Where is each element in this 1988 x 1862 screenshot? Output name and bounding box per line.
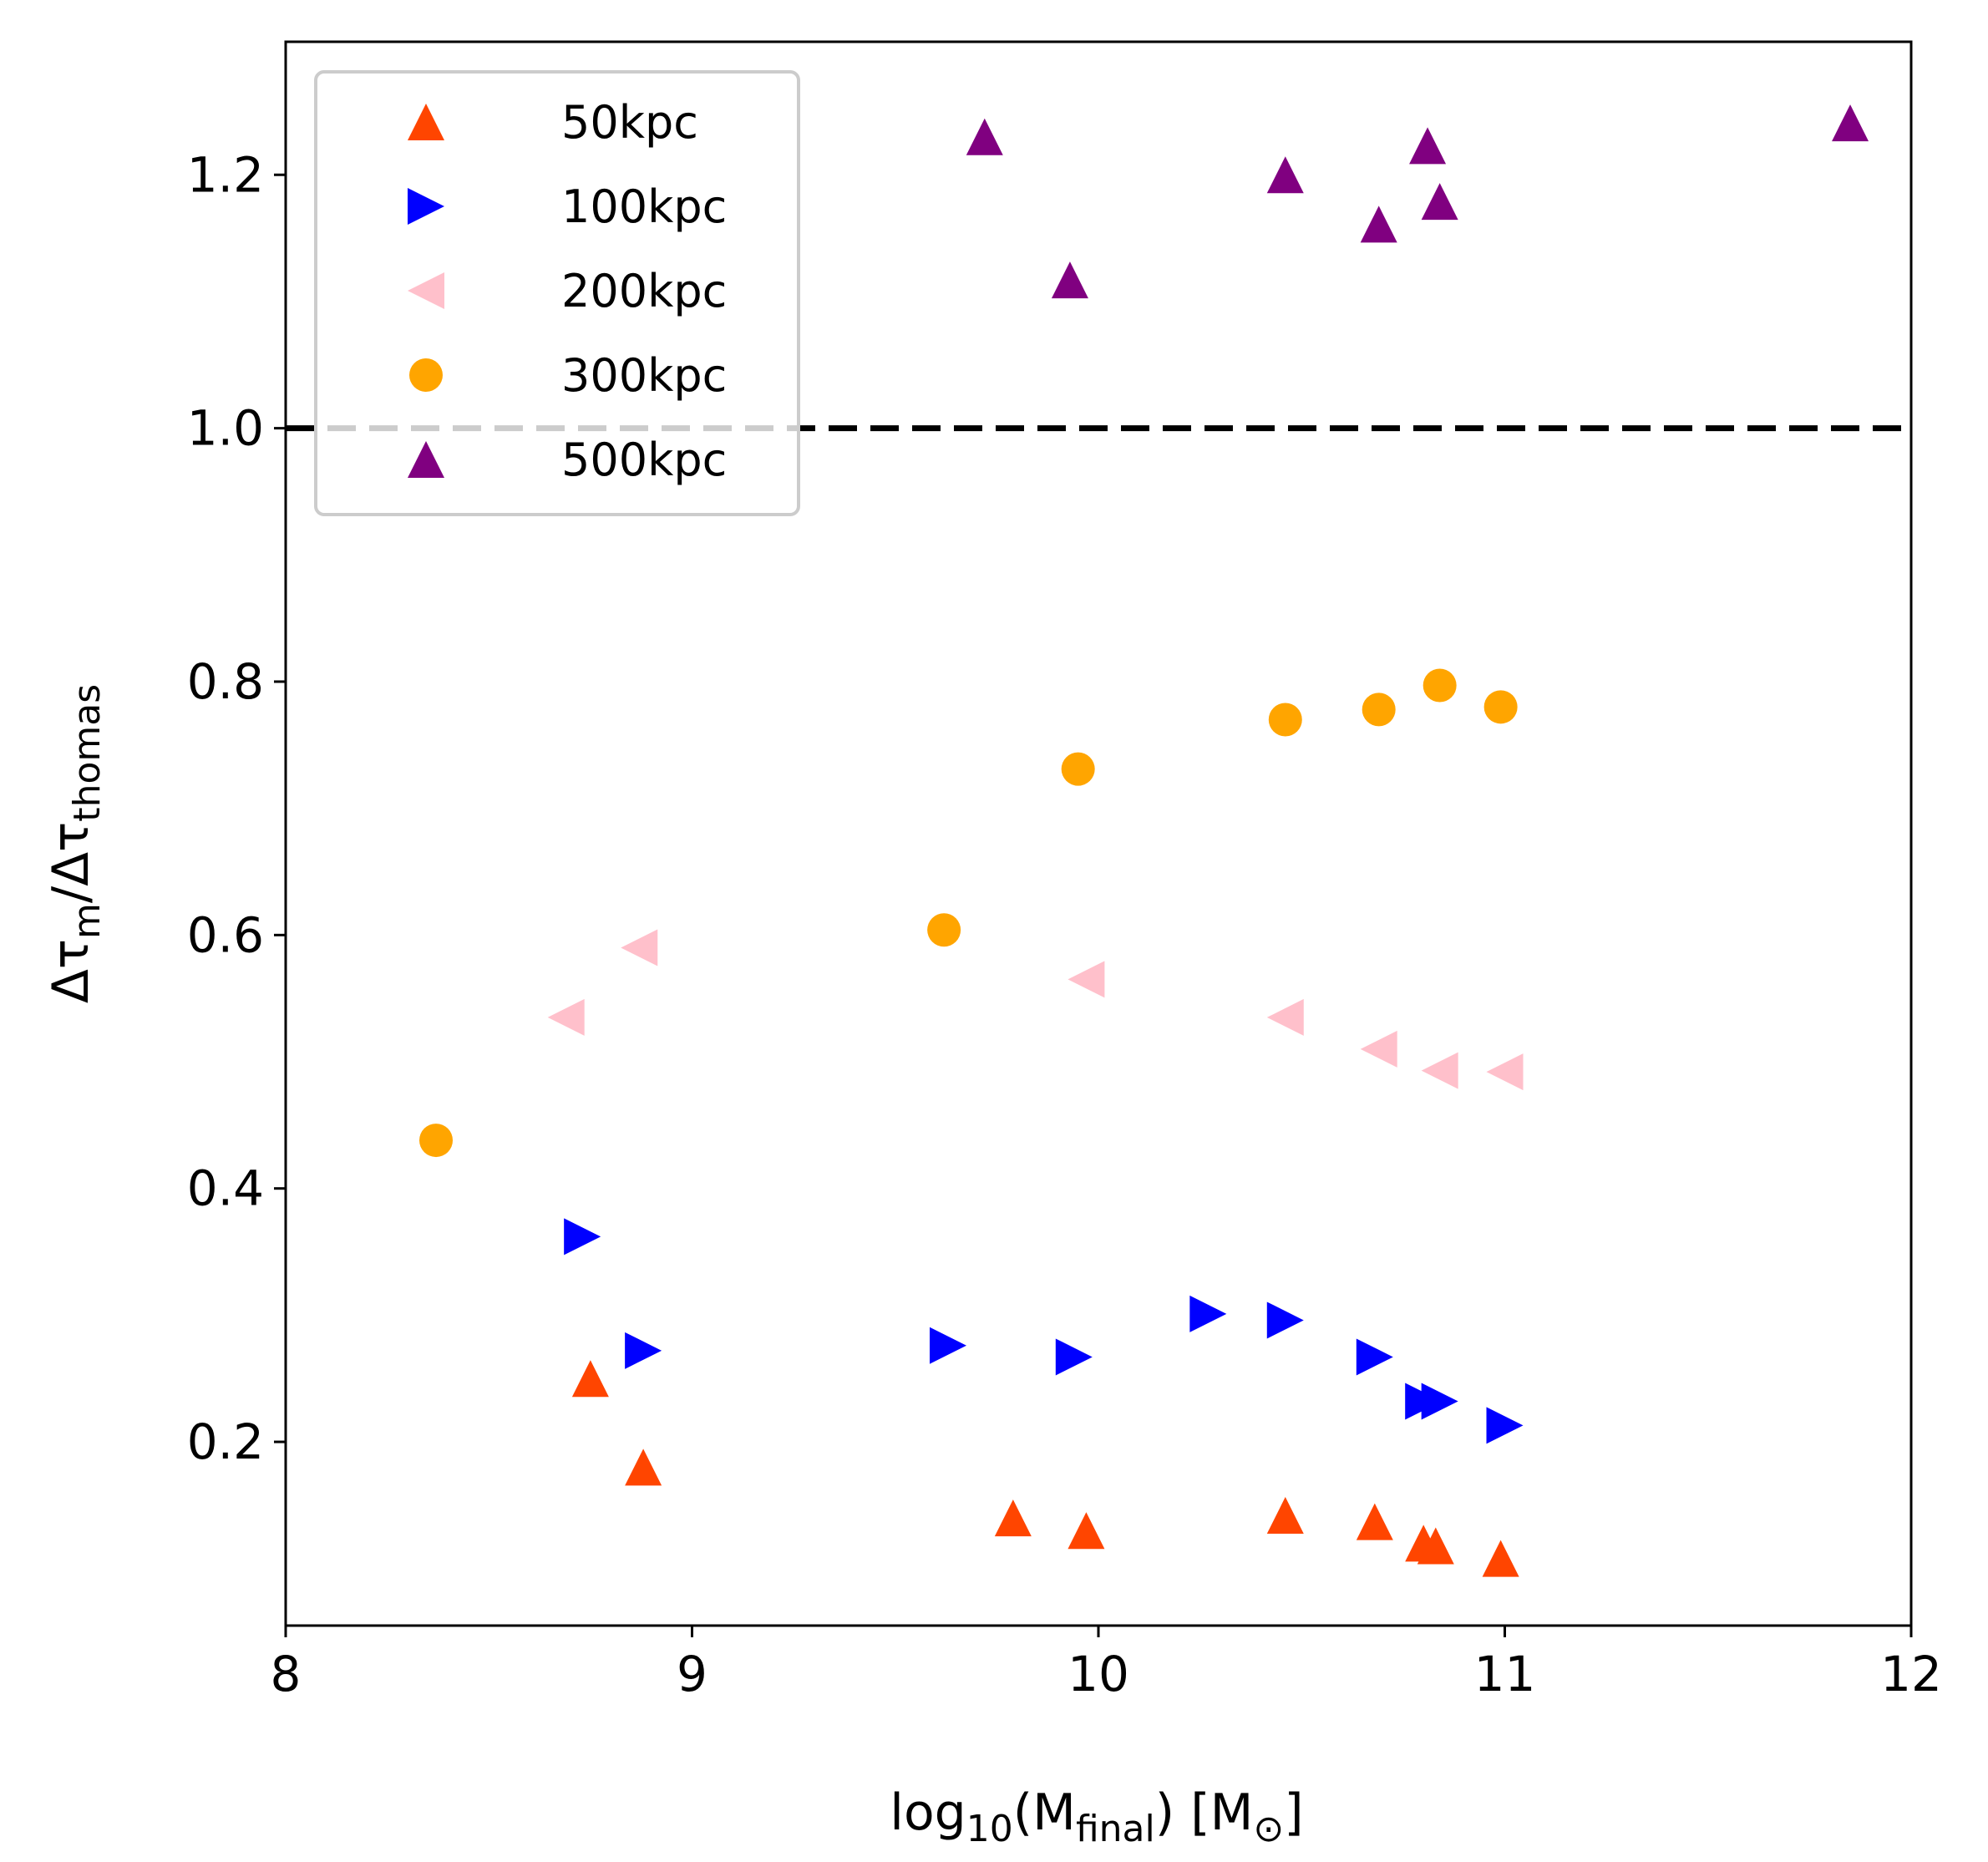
data-point-100kpc xyxy=(1356,1338,1393,1376)
y-tick-label: 0.2 xyxy=(187,1413,264,1470)
legend: 50kpc 100kpc 200kpc 300kpc 500kpc xyxy=(314,70,800,516)
data-point-100kpc xyxy=(1421,1383,1458,1420)
axes: 8 9 10 11 12 0.2 0.4 0.6 0.8 1.0 1.2 xyxy=(187,40,1942,1702)
data-point-50kpc xyxy=(1266,1497,1304,1535)
data-point-300kpc xyxy=(1362,693,1396,727)
data-points xyxy=(419,104,1869,1577)
data-point-200kpc xyxy=(1266,998,1304,1036)
x-tick-label: 10 xyxy=(1068,1646,1129,1702)
x-tick-label: 12 xyxy=(1880,1646,1942,1702)
legend-marker-300kpc xyxy=(409,358,443,392)
legend-label-200kpc: 200kpc xyxy=(561,265,727,317)
data-point-200kpc xyxy=(1068,961,1105,998)
data-point-500kpc xyxy=(1266,156,1304,194)
data-point-100kpc xyxy=(564,1218,601,1256)
data-point-300kpc xyxy=(1061,752,1095,786)
y-tick-label: 0.6 xyxy=(187,906,264,963)
legend-label-100kpc: 100kpc xyxy=(561,180,727,233)
data-point-100kpc xyxy=(929,1327,966,1364)
y-axis-title: Δτm/Δτthomas xyxy=(42,684,109,1003)
data-point-300kpc xyxy=(1423,668,1457,703)
legend-box xyxy=(314,70,800,516)
x-tick-label: 11 xyxy=(1474,1646,1536,1702)
data-point-300kpc xyxy=(1483,690,1518,724)
data-point-50kpc xyxy=(1482,1540,1519,1577)
data-point-50kpc xyxy=(571,1360,609,1398)
y-tick-label: 0.8 xyxy=(187,653,264,710)
y-tick-label: 0.4 xyxy=(187,1160,264,1217)
data-point-100kpc xyxy=(625,1332,662,1369)
data-point-100kpc xyxy=(1055,1338,1093,1376)
legend-marker-50kpc xyxy=(408,104,444,140)
y-tick-label: 1.0 xyxy=(187,400,264,457)
data-point-50kpc xyxy=(1068,1512,1105,1550)
data-point-300kpc xyxy=(927,913,961,947)
data-point-100kpc xyxy=(1486,1407,1524,1444)
legend-label-500kpc: 500kpc xyxy=(561,434,727,486)
x-axis-title: log10(Mfinal) [M⊙] xyxy=(890,1783,1303,1850)
data-point-500kpc xyxy=(1832,104,1869,142)
data-point-100kpc xyxy=(1266,1301,1304,1339)
data-point-200kpc xyxy=(547,998,585,1036)
data-point-500kpc xyxy=(1421,183,1458,221)
data-point-50kpc xyxy=(625,1449,662,1486)
data-point-50kpc xyxy=(1417,1527,1454,1565)
y-tick-label: 1.2 xyxy=(187,146,264,203)
legend-label-300kpc: 300kpc xyxy=(561,349,727,402)
legend-marker-500kpc xyxy=(408,441,444,478)
legend-marker-200kpc xyxy=(408,272,444,309)
data-point-200kpc xyxy=(1421,1052,1458,1089)
data-point-300kpc xyxy=(1268,703,1302,737)
data-point-300kpc xyxy=(419,1124,454,1158)
legend-marker-100kpc xyxy=(408,188,444,225)
data-point-200kpc xyxy=(1486,1053,1524,1091)
data-point-50kpc xyxy=(1356,1503,1393,1540)
data-point-200kpc xyxy=(621,929,658,967)
data-point-500kpc xyxy=(1409,127,1447,165)
data-point-200kpc xyxy=(1360,1030,1397,1068)
x-tick-label: 9 xyxy=(677,1646,707,1702)
data-point-100kpc xyxy=(1189,1295,1227,1332)
data-point-500kpc xyxy=(1051,261,1088,299)
x-tick-label: 8 xyxy=(271,1646,302,1702)
data-point-500kpc xyxy=(1360,205,1397,243)
legend-label-50kpc: 50kpc xyxy=(561,96,698,149)
data-point-50kpc xyxy=(994,1499,1032,1537)
data-point-500kpc xyxy=(966,118,1003,155)
